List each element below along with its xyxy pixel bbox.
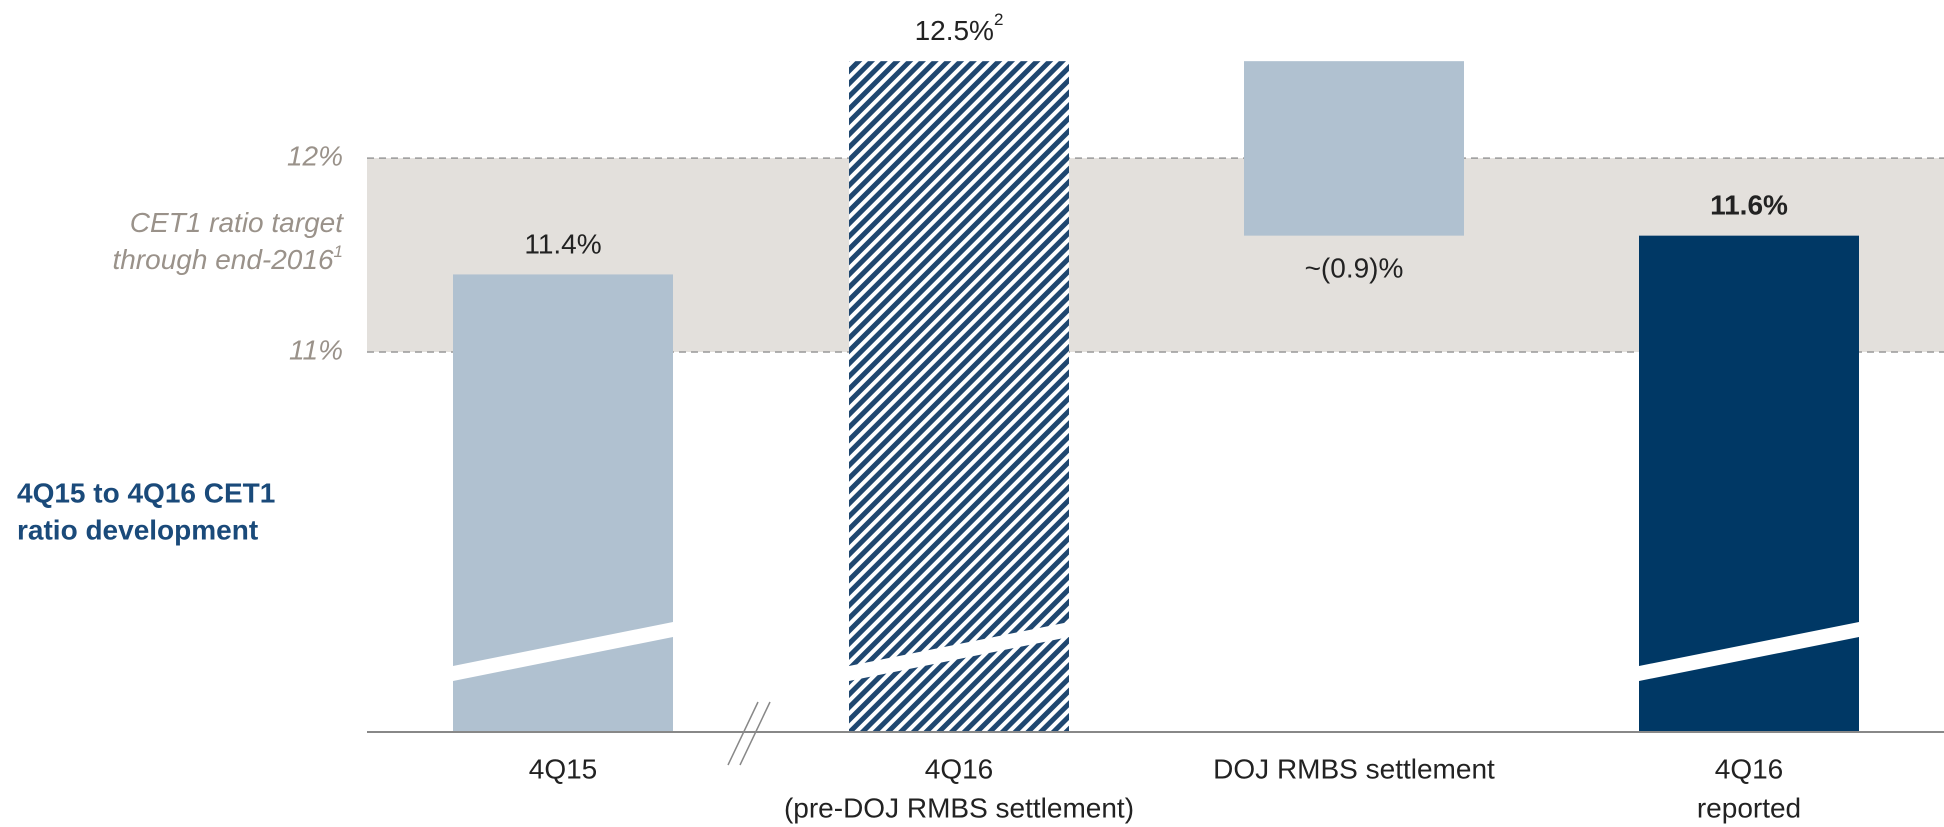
band-label-line: through end-2016 <box>112 244 334 275</box>
chart-title: ratio development <box>17 514 258 545</box>
value-label-text: 11.4% <box>524 229 601 260</box>
bar <box>1244 61 1464 236</box>
value-label: 11.4% <box>524 229 601 260</box>
y-tick-label: 11% <box>289 334 343 365</box>
axis-break-strip <box>453 622 673 681</box>
x-tick-label: 4Q16 <box>1715 753 1784 784</box>
bar <box>849 61 1069 732</box>
band-label: CET1 ratio target <box>130 207 344 238</box>
value-label: ~(0.9)% <box>1305 253 1404 284</box>
x-tick-label: reported <box>1697 792 1801 823</box>
x-tick-label: 4Q15 <box>529 753 598 784</box>
value-label-text: 12.5% <box>915 16 994 47</box>
band-label: through end-20161 <box>112 242 343 275</box>
y-tick-label: 12% <box>287 140 343 171</box>
footnote: 2 <box>994 11 1003 30</box>
x-tick-label: 4Q16 <box>925 753 994 784</box>
axis-break-strip <box>849 622 1069 681</box>
band-label-line: CET1 ratio target <box>130 207 344 238</box>
value-label-text: 11.6% <box>1710 190 1788 221</box>
footnote: 1 <box>334 242 343 261</box>
x-tick-label: (pre-DOJ RMBS settlement) <box>784 792 1134 823</box>
axis-break-strip <box>1639 622 1859 681</box>
axis-break <box>727 701 759 766</box>
value-label: 11.6% <box>1710 190 1788 221</box>
axis-break <box>739 701 771 766</box>
value-label: 12.5%2 <box>915 11 1004 47</box>
x-tick-label: DOJ RMBS settlement <box>1213 753 1495 784</box>
value-label-text: ~(0.9)% <box>1305 253 1404 284</box>
chart-title: 4Q15 to 4Q16 CET1 <box>17 477 275 508</box>
